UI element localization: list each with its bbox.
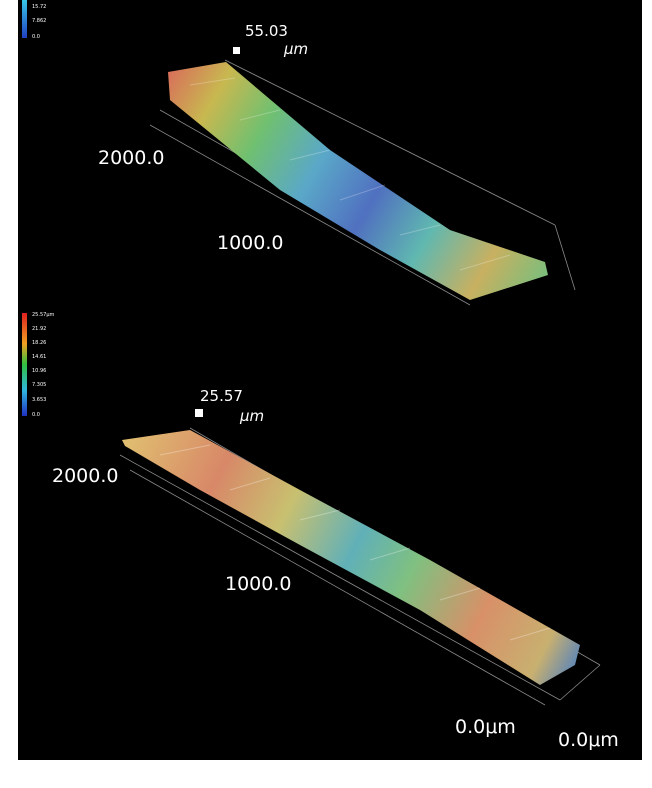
colorbar-label: 0.0 bbox=[32, 34, 40, 40]
colorbar-label: 15.72 bbox=[32, 4, 46, 10]
axis-label: 1000.0 bbox=[217, 232, 283, 254]
colorbar-label: 18.26 bbox=[32, 340, 46, 346]
max-value: 25.57 bbox=[200, 387, 243, 405]
colorbar-label: 7.305 bbox=[32, 382, 46, 388]
colorbar-label: 14.61 bbox=[32, 354, 46, 360]
axis-label: 2000.0 bbox=[98, 147, 164, 169]
max-marker bbox=[233, 47, 240, 54]
colorbar bbox=[22, 0, 27, 38]
max-value: 55.03 bbox=[245, 22, 288, 40]
axis-label: 1000.0 bbox=[225, 573, 291, 595]
max-marker bbox=[195, 409, 203, 417]
page: 15.72 7.862 0.0 55.03 μm 2000.0 1000.0 2… bbox=[0, 0, 652, 788]
axis-label: 0.0μm bbox=[455, 716, 516, 738]
colorbar-label: 0.0 bbox=[32, 412, 40, 418]
screenshot: 15.72 7.862 0.0 55.03 μm 2000.0 1000.0 2… bbox=[0, 0, 652, 788]
colorbar-label: 21.92 bbox=[32, 326, 46, 332]
unit: μm bbox=[283, 40, 308, 58]
axis-label: 2000.0 bbox=[52, 465, 118, 487]
axis-label: 0.0μm bbox=[558, 729, 619, 751]
colorbar bbox=[22, 313, 27, 416]
colorbar-label: 10.96 bbox=[32, 368, 46, 374]
colorbar-label: 25.57μm bbox=[32, 312, 54, 318]
unit: μm bbox=[239, 407, 264, 425]
colorbar-label: 7.862 bbox=[32, 18, 46, 24]
colorbar-label: 3.653 bbox=[32, 397, 46, 403]
